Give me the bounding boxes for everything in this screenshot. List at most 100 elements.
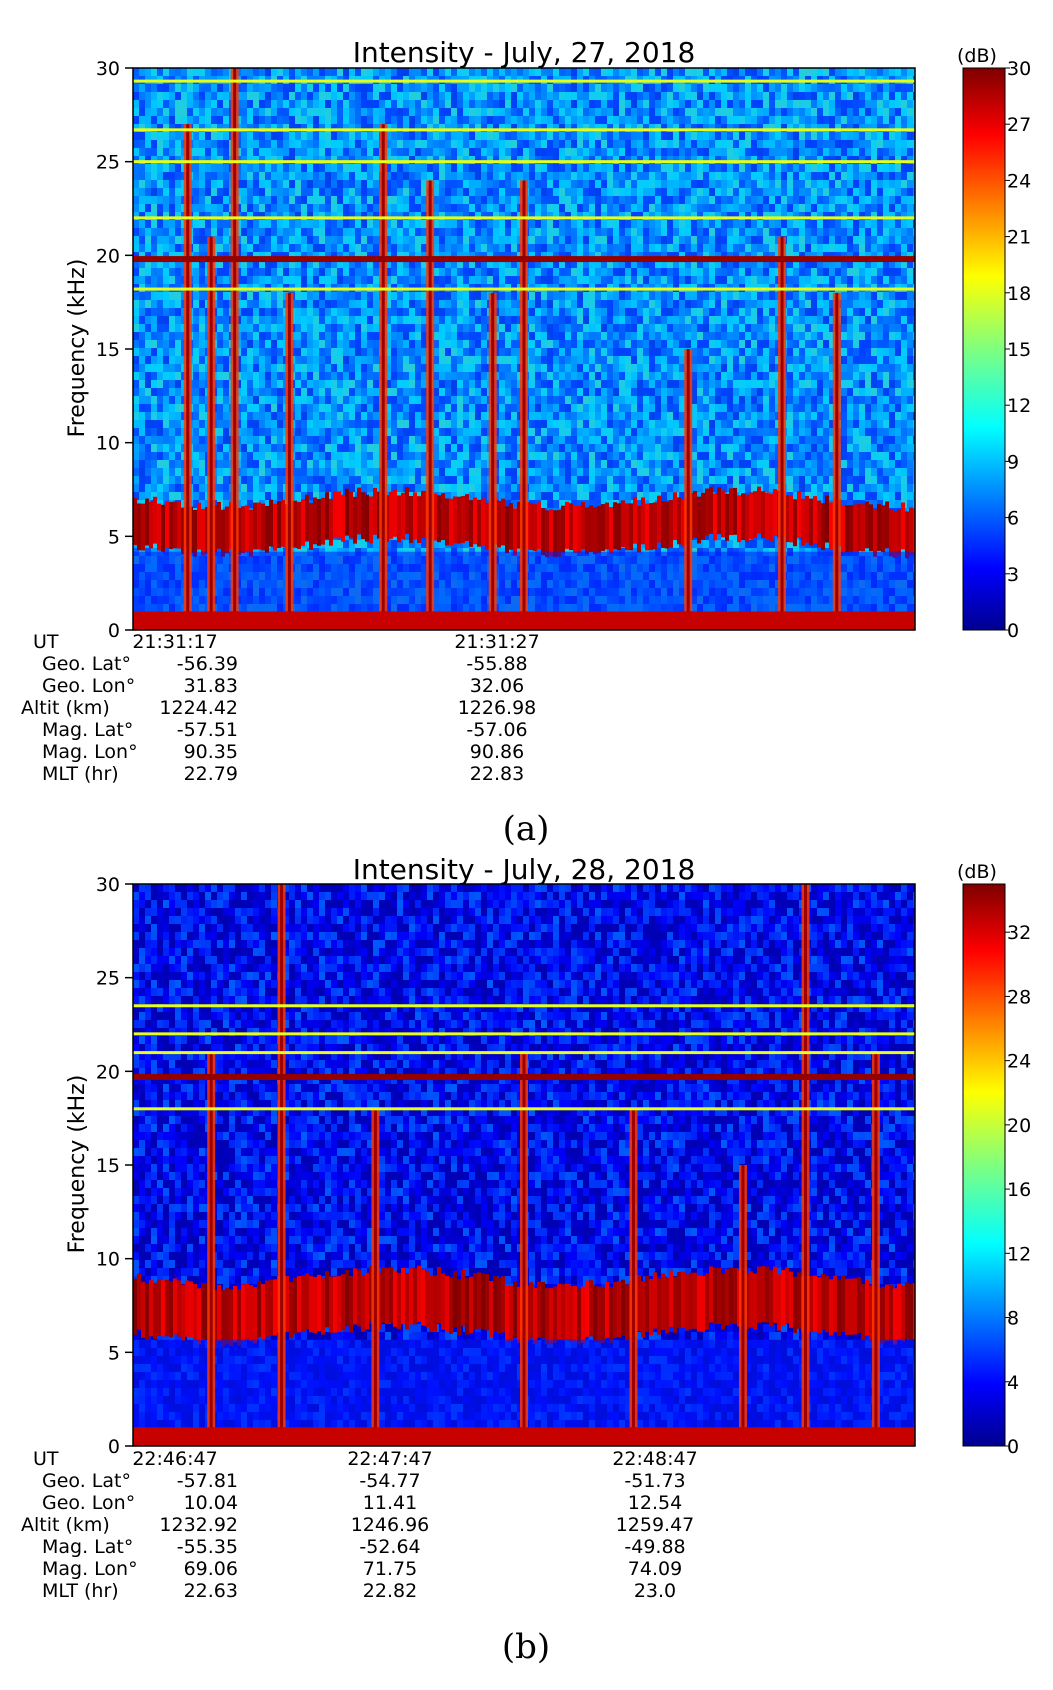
noise-cell — [487, 196, 493, 204]
noise-cell — [325, 332, 331, 340]
noise-cell — [439, 172, 445, 180]
noise-cell — [409, 468, 415, 476]
noise-cell — [199, 452, 205, 460]
noise-cell — [265, 172, 271, 180]
noise-cell — [151, 204, 157, 212]
noise-cell — [241, 100, 247, 108]
noise-cell — [475, 140, 481, 148]
noise-cell — [373, 460, 379, 468]
noise-cell — [457, 332, 463, 340]
noise-cell — [433, 196, 439, 204]
noise-cell — [253, 452, 259, 460]
noise-cell — [355, 188, 361, 196]
noise-cell — [487, 124, 493, 132]
noise-cell — [313, 244, 319, 252]
noise-cell — [289, 244, 295, 252]
noise-cell — [241, 172, 247, 180]
noise-cell — [463, 316, 469, 324]
noise-cell — [541, 324, 547, 332]
noise-cell — [421, 308, 427, 316]
noise-cell — [175, 164, 181, 172]
noise-cell — [277, 92, 283, 100]
noise-cell — [295, 380, 301, 388]
noise-cell — [451, 380, 457, 388]
noise-cell — [169, 428, 175, 436]
noise-cell — [385, 156, 391, 164]
noise-cell — [169, 124, 175, 132]
noise-cell — [355, 428, 361, 436]
noise-cell — [265, 404, 271, 412]
noise-cell — [451, 492, 457, 500]
noise-cell — [217, 428, 223, 436]
noise-cell — [283, 140, 289, 148]
noise-cell — [493, 180, 499, 188]
noise-cell — [259, 156, 265, 164]
noise-cell — [403, 452, 409, 460]
noise-cell — [421, 348, 427, 356]
noise-cell — [391, 252, 397, 260]
noise-cell — [535, 132, 541, 140]
noise-cell — [439, 124, 445, 132]
noise-cell — [391, 156, 397, 164]
noise-cell — [295, 228, 301, 236]
noise-cell — [301, 100, 307, 108]
noise-cell — [373, 372, 379, 380]
noise-cell — [499, 132, 505, 140]
noise-cell — [547, 68, 553, 76]
noise-cell — [463, 164, 469, 172]
noise-cell — [403, 356, 409, 364]
noise-cell — [247, 396, 253, 404]
noise-cell — [313, 124, 319, 132]
noise-cell — [247, 196, 253, 204]
noise-cell — [445, 140, 451, 148]
noise-cell — [535, 212, 541, 220]
noise-cell — [451, 540, 457, 548]
noise-cell — [337, 468, 343, 476]
noise-cell — [493, 212, 499, 220]
noise-cell — [289, 156, 295, 164]
noise-cell — [325, 228, 331, 236]
noise-cell — [277, 116, 283, 124]
noise-cell — [343, 84, 349, 92]
spectrogram-panel-a: Intensity - July, 27, 2018 Frequency (kH… — [21, 36, 1031, 849]
noise-cell — [409, 444, 415, 452]
noise-cell — [409, 428, 415, 436]
noise-cell — [511, 332, 517, 340]
noise-cell — [151, 380, 157, 388]
noise-cell — [337, 276, 343, 284]
noise-cell — [451, 324, 457, 332]
noise-cell — [499, 236, 505, 244]
noise-cell — [247, 436, 253, 444]
noise-cell — [349, 140, 355, 148]
noise-cell — [547, 428, 553, 436]
noise-cell — [433, 428, 439, 436]
noise-cell — [313, 148, 319, 156]
noise-cell — [481, 220, 487, 228]
noise-cell — [133, 436, 139, 444]
noise-cell — [169, 148, 175, 156]
noise-cell — [193, 204, 199, 212]
noise-cell — [259, 316, 265, 324]
noise-cell — [349, 540, 355, 548]
noise-cell — [469, 132, 475, 140]
noise-cell — [349, 172, 355, 180]
noise-cell — [439, 140, 445, 148]
noise-cell — [295, 396, 301, 404]
noise-cell — [193, 380, 199, 388]
noise-cell — [535, 300, 541, 308]
noise-cell — [469, 276, 475, 284]
noise-cell — [295, 324, 301, 332]
noise-cell — [139, 108, 145, 116]
noise-cell — [529, 324, 535, 332]
noise-cell — [373, 452, 379, 460]
noise-cell — [295, 460, 301, 468]
noise-cell — [511, 492, 517, 500]
noise-cell — [451, 92, 457, 100]
noise-cell — [475, 476, 481, 484]
noise-cell — [241, 404, 247, 412]
noise-cell — [151, 268, 157, 276]
noise-cell — [337, 372, 343, 380]
noise-cell — [343, 164, 349, 172]
noise-cell — [289, 116, 295, 124]
noise-cell — [433, 540, 439, 548]
